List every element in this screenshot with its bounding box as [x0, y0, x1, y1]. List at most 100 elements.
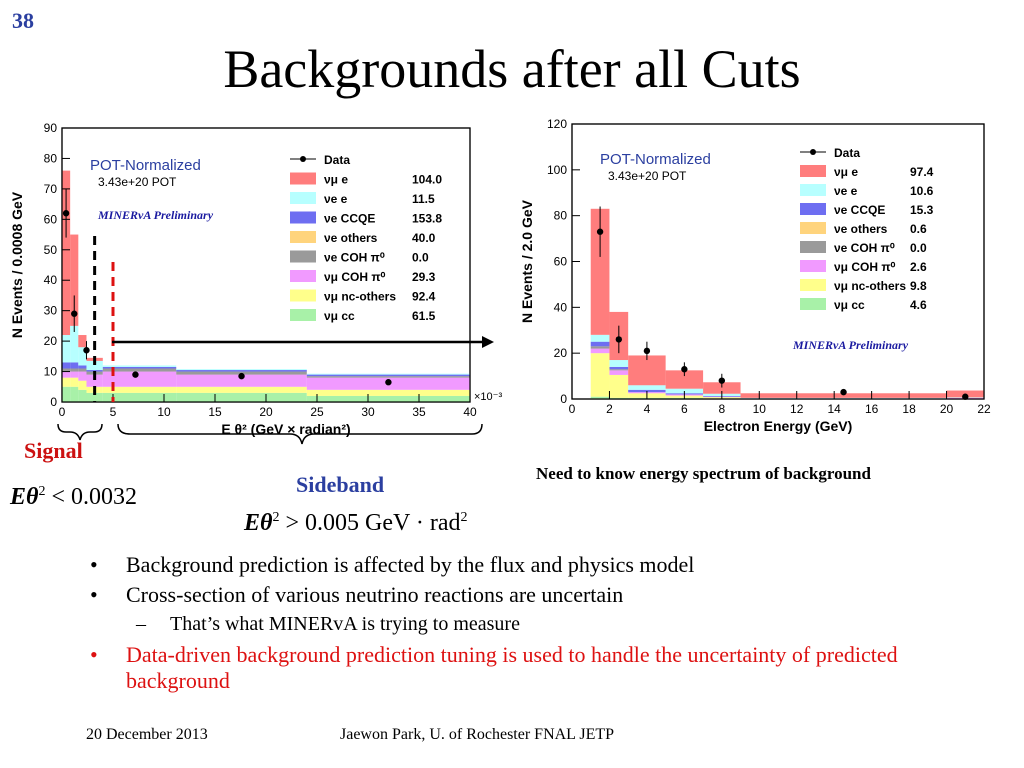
legend-label: νμ nc-others [324, 290, 396, 304]
histogram-bar [306, 374, 470, 377]
legend-swatch [800, 298, 826, 310]
sideband-cut-formula: Eθ2 > 0.005 GeV · rad2 [244, 510, 468, 537]
histogram-bar [628, 355, 666, 386]
histogram-bar [306, 389, 470, 396]
preliminary-label: MINERvA Preliminary [792, 338, 909, 352]
data-point [718, 377, 726, 384]
pot-normalized-label: POT-Normalized [90, 157, 201, 174]
legend-label: νe others [324, 231, 378, 245]
y-tick-label: 100 [547, 163, 567, 177]
legend-swatch [290, 250, 316, 263]
histogram-bar [62, 335, 71, 363]
histogram-bar [62, 368, 71, 372]
x-tick-label: 12 [790, 402, 804, 416]
x-tick-label: 5 [110, 405, 117, 419]
histogram-bar [306, 376, 470, 378]
legend-value: 40.0 [412, 231, 436, 245]
histogram-bar [609, 366, 629, 370]
legend-swatch [290, 270, 316, 282]
y-tick-label: 90 [44, 121, 58, 135]
histogram-bar [86, 392, 103, 402]
legend-value: 0.0 [910, 241, 927, 255]
histogram-bar [70, 368, 79, 372]
y-tick-label: 20 [554, 346, 568, 360]
formula-exponent: 2 [272, 510, 280, 525]
footer-date: 20 December 2013 [86, 726, 208, 743]
legend-label: νμ cc [324, 309, 355, 323]
y-tick-label: 0 [560, 392, 567, 406]
formula-variable: Eθ [244, 510, 273, 536]
legend-value: 10.6 [910, 184, 934, 198]
y-tick-label: 20 [44, 334, 58, 348]
data-point [962, 393, 969, 400]
histogram-bar [590, 341, 610, 347]
y-axis-label: N Events / 0.0008 GeV [9, 191, 25, 338]
sideband-label: Sideband [296, 472, 385, 497]
legend-swatch [800, 260, 826, 272]
signal-brace [57, 423, 103, 441]
x-tick-label: 15 [208, 405, 222, 419]
histogram-bar [176, 392, 307, 402]
signal-cut-formula: Eθ2 < 0.0032 [10, 484, 137, 511]
x-multiplier: ×10⁻³ [474, 391, 502, 403]
histogram-bar [628, 385, 666, 390]
x-tick-label: 0 [59, 405, 66, 419]
x-tick-label: 10 [157, 405, 171, 419]
histogram-bar [176, 370, 307, 372]
histogram-bar [62, 362, 71, 369]
histogram-bar [665, 388, 704, 394]
legend-swatch [800, 279, 826, 291]
x-tick-label: 0 [569, 402, 576, 416]
x-tick-label: 40 [463, 405, 477, 419]
legend-label: νμ nc-others [834, 279, 906, 293]
histogram-bar [703, 382, 741, 394]
legend-label: νe COH π⁰ [834, 241, 895, 255]
legend-label: νμ e [324, 173, 348, 187]
histogram-bar [609, 369, 629, 371]
formula-unit-exponent: 2 [460, 510, 468, 525]
x-tick-label: 4 [644, 402, 651, 416]
x-axis-label: E θ² (GeV × radian²) [221, 421, 350, 437]
legend-swatch [800, 203, 826, 215]
y-tick-label: 80 [44, 151, 58, 165]
histogram-bar [70, 371, 79, 378]
footer-author: Jaewon Park, U. of Rochester FNAL JETP [340, 726, 615, 743]
pot-normalized-label: POT-Normalized [600, 151, 711, 168]
x-tick-label: 35 [412, 405, 426, 419]
x-tick-label: 22 [977, 402, 991, 416]
histogram-bar [62, 371, 71, 378]
histogram-bar [609, 374, 629, 398]
histogram-bar [590, 346, 610, 349]
y-tick-label: 30 [44, 304, 58, 318]
legend-value: 29.3 [412, 270, 436, 284]
data-point [238, 372, 245, 380]
data-point [83, 347, 90, 354]
bullet-item: Background prediction is affected by the… [90, 552, 970, 578]
pot-value-label: 3.43e+20 POT [98, 175, 177, 189]
histogram-bar [86, 370, 103, 372]
data-point [643, 347, 651, 355]
histogram-bar [102, 392, 177, 402]
histogram-bar [78, 335, 87, 348]
legend-swatch [290, 309, 316, 321]
legend-value: 0.6 [910, 222, 927, 236]
highlighted-bullet-item: Data-driven background prediction tuning… [90, 642, 970, 694]
histogram-bar [102, 365, 177, 367]
y-tick-label: 50 [44, 243, 58, 257]
formula-exponent: 2 [38, 484, 46, 499]
data-point [132, 371, 139, 378]
legend-swatch [290, 289, 316, 302]
legend-value: 153.8 [412, 212, 442, 226]
histogram-bar [78, 389, 87, 402]
y-axis-label: N Events / 2.0 GeV [519, 199, 535, 323]
formula-variable: Eθ [10, 484, 39, 510]
data-point [385, 379, 392, 386]
histogram-bar [70, 377, 79, 387]
histogram-bar [609, 360, 629, 367]
histogram-bar [86, 374, 103, 387]
legend-data-marker [810, 149, 816, 155]
legend-label: Data [324, 153, 350, 167]
histogram-bar [590, 208, 610, 335]
legend-swatch [800, 241, 826, 253]
histogram-bar [62, 386, 71, 402]
